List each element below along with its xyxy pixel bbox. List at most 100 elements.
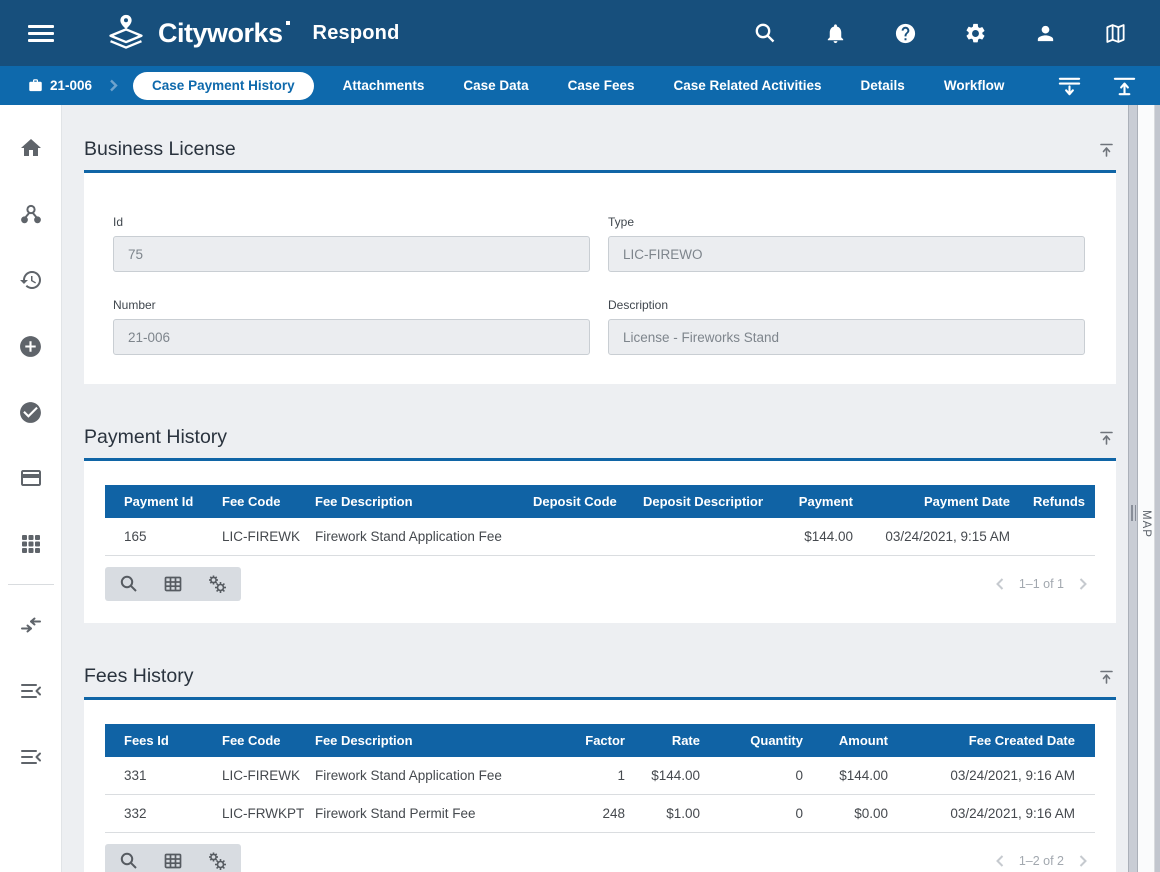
grid-options-gears-icon[interactable] [207, 851, 227, 871]
collapse-section-icon[interactable] [1100, 670, 1113, 684]
tab-case-data[interactable]: Case Data [463, 78, 529, 93]
search-icon[interactable] [753, 21, 777, 45]
collapse-section-icon[interactable] [1100, 143, 1113, 157]
table-cell [633, 518, 763, 556]
home-icon[interactable] [18, 136, 44, 160]
vertical-scrollbar[interactable] [1155, 105, 1160, 872]
column-header[interactable]: Rate [635, 724, 710, 757]
tab-case-payment-history-active[interactable]: Case Payment History [133, 71, 314, 100]
column-header[interactable]: Payment [763, 485, 863, 518]
menu-icon[interactable] [28, 24, 54, 42]
column-settings-grid-icon[interactable] [163, 574, 183, 594]
pagination: 1–1 of 1 [995, 577, 1087, 591]
column-header[interactable]: Fees Id [105, 724, 212, 757]
payment-history-table: Payment Id Fee Code Fee Description Deposit… [105, 485, 1095, 556]
table-cell: LIC-FIREWK [212, 757, 305, 795]
description-field-group: Description [608, 298, 1085, 355]
table-row[interactable]: 332 LIC-FRWKPT Firework Stand Permit Fee 24… [105, 794, 1095, 833]
number-field-group: Number [113, 298, 590, 355]
case-id: 21-006 [50, 78, 93, 93]
type-field[interactable] [608, 236, 1085, 272]
briefcase-icon [29, 79, 42, 92]
column-header[interactable]: Fee Code [212, 724, 305, 757]
brand-name: Cityworks [158, 17, 290, 48]
tab-case-fees[interactable]: Case Fees [567, 78, 635, 93]
credit-card-icon[interactable] [18, 466, 44, 490]
settings-gear-icon[interactable] [963, 21, 987, 45]
grid-toolbar [105, 567, 241, 601]
tab-attachments[interactable]: Attachments [342, 78, 425, 93]
table-cell: $144.00 [813, 757, 898, 795]
column-header[interactable]: Deposit Description [633, 485, 763, 518]
table-cell: 0 [710, 757, 813, 795]
column-header[interactable]: Factor [520, 724, 635, 757]
table-cell: 331 [105, 757, 212, 795]
field-label: Id [113, 215, 124, 229]
map-icon[interactable] [1103, 21, 1127, 45]
collapse-menu-icon[interactable] [18, 745, 44, 769]
scroll-to-top-icon[interactable] [1111, 74, 1137, 98]
app-logo[interactable]: Cityworks [104, 13, 290, 53]
table-cell: 03/24/2021, 9:15 AM [863, 518, 1020, 556]
id-field[interactable] [113, 236, 590, 272]
column-header[interactable]: Fee Code [212, 485, 305, 518]
table-cell: $1.00 [635, 794, 710, 833]
section-title: Payment History [84, 426, 228, 448]
product-name: Respond [312, 21, 400, 44]
column-header[interactable]: Amount [813, 724, 898, 757]
page-range: 1–2 of 2 [1018, 854, 1064, 868]
description-field[interactable] [608, 319, 1085, 355]
add-circle-icon[interactable] [18, 334, 44, 358]
table-cell: $144.00 [763, 518, 863, 556]
table-row[interactable]: 331 LIC-FIREWK Firework Stand Application … [105, 757, 1095, 795]
column-header[interactable]: Quantity [710, 724, 813, 757]
column-settings-grid-icon[interactable] [163, 851, 183, 871]
payment-history-section: Payment History Payment Id Fee Code Fee De… [84, 426, 1116, 623]
tab-case-related-activities[interactable]: Case Related Activities [673, 78, 822, 93]
number-field[interactable] [113, 319, 590, 355]
previous-page-icon[interactable] [995, 578, 1004, 590]
map-panel-splitter[interactable] [1128, 105, 1138, 872]
column-header[interactable]: Payment Id [105, 485, 212, 518]
table-cell: $144.00 [635, 757, 710, 795]
expand-all-sections-icon[interactable] [1056, 74, 1082, 98]
relationships-icon[interactable] [18, 202, 44, 226]
table-cell: $0.00 [813, 794, 898, 833]
splitter-drag-handle-icon[interactable] [1131, 505, 1136, 521]
field-label: Number [113, 298, 156, 312]
table-cell: 1 [520, 757, 635, 795]
column-header[interactable]: Deposit Code [523, 485, 633, 518]
column-header[interactable]: Payment Date [863, 485, 1020, 518]
field-label: Type [608, 215, 635, 229]
cityworks-logo-icon [104, 13, 148, 53]
next-page-icon[interactable] [1079, 578, 1087, 590]
grid-options-gears-icon[interactable] [207, 574, 227, 594]
user-icon[interactable] [1033, 21, 1057, 45]
check-circle-icon[interactable] [18, 400, 44, 424]
next-page-icon[interactable] [1079, 855, 1087, 867]
column-header[interactable]: Fee Description [305, 724, 520, 757]
chevron-right-icon [109, 79, 118, 92]
table-row[interactable]: 165 LIC-FIREWK Firework Stand Application … [105, 518, 1095, 556]
map-panel-tab[interactable]: MAP [1138, 105, 1155, 872]
column-header[interactable]: Fee Description [305, 485, 523, 518]
help-icon[interactable] [893, 21, 917, 45]
apps-grid-icon[interactable] [18, 532, 44, 556]
history-icon[interactable] [18, 268, 44, 292]
search-icon[interactable] [119, 574, 139, 594]
fees-history-section: Fees History Fees Id Fee Code Fee Descript… [84, 665, 1116, 872]
table-cell: 165 [105, 518, 212, 556]
tab-details[interactable]: Details [860, 78, 905, 93]
column-header[interactable]: Refunds [1020, 485, 1095, 518]
notifications-bell-icon[interactable] [823, 21, 847, 45]
case-breadcrumb[interactable]: 21-006 [28, 78, 92, 93]
previous-page-icon[interactable] [995, 855, 1004, 867]
tab-workflow[interactable]: Workflow [943, 78, 1005, 93]
section-title: Business License [84, 138, 236, 160]
column-header[interactable]: Fee Created Date [898, 724, 1095, 757]
collapse-section-icon[interactable] [1100, 431, 1113, 445]
dock-panel-icon[interactable] [18, 613, 44, 637]
collapse-menu-icon[interactable] [18, 679, 44, 703]
table-cell [1020, 518, 1095, 556]
search-icon[interactable] [119, 851, 139, 871]
